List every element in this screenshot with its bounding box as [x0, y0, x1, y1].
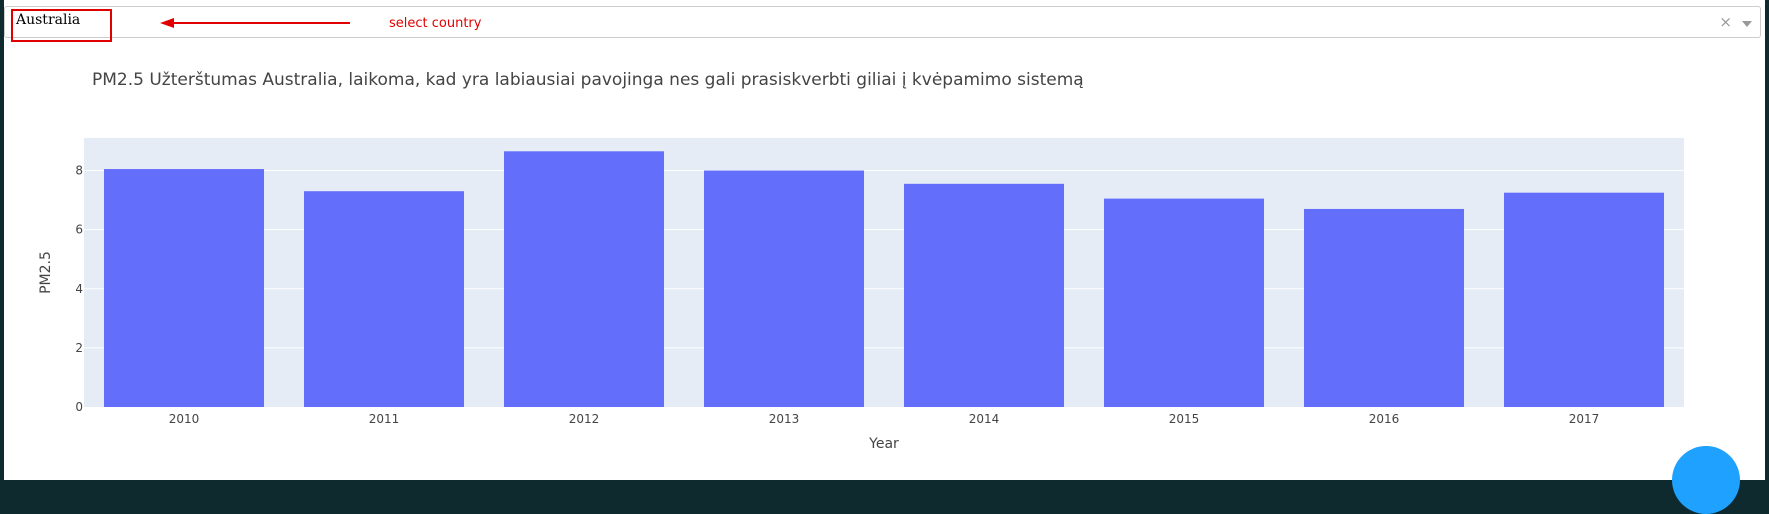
- x-tick-label: 2017: [1569, 412, 1600, 426]
- chevron-down-icon[interactable]: [1742, 21, 1752, 27]
- bar-2014: [904, 183, 1064, 407]
- bar-2013: [704, 170, 864, 407]
- bar-2016: [1304, 208, 1464, 407]
- bar-2015: [1104, 198, 1264, 407]
- bar-chart: 0 2 4 6 8 2010 2011 2012 2013 2014 2015 2016 2017 Yea…: [38, 138, 1684, 452]
- y-tick-label: 8: [75, 164, 83, 178]
- annotation-highlight-box: [11, 9, 112, 42]
- x-axis-label: Year: [868, 436, 899, 452]
- y-tick-label: 0: [75, 400, 83, 414]
- y-tick-label: 4: [75, 282, 83, 296]
- x-tick-label: 2012: [569, 412, 600, 426]
- x-tick-label: 2010: [169, 412, 200, 426]
- annotation-text: select country: [389, 16, 482, 31]
- bar-2012: [504, 151, 664, 407]
- x-tick-label: 2015: [1169, 412, 1200, 426]
- y-tick-label: 6: [75, 223, 83, 237]
- bar-2017: [1504, 192, 1664, 407]
- annotation-arrow: [160, 18, 350, 28]
- x-tick-label: 2014: [969, 412, 1000, 426]
- close-icon[interactable]: ×: [1719, 13, 1732, 31]
- chart-title: PM2.5 Užterštumas Australia, laikoma, ka…: [92, 70, 1084, 90]
- x-tick-label: 2013: [769, 412, 800, 426]
- x-tick-label: 2016: [1369, 412, 1400, 426]
- bar-2010: [104, 169, 264, 407]
- bar-2011: [304, 191, 464, 407]
- y-tick-label: 2: [75, 341, 83, 355]
- x-tick-label: 2011: [369, 412, 400, 426]
- y-axis-label: PM2.5: [38, 251, 54, 294]
- nav-fab-button[interactable]: [1672, 446, 1740, 514]
- dropdown-selected-value: Australia: [16, 12, 81, 28]
